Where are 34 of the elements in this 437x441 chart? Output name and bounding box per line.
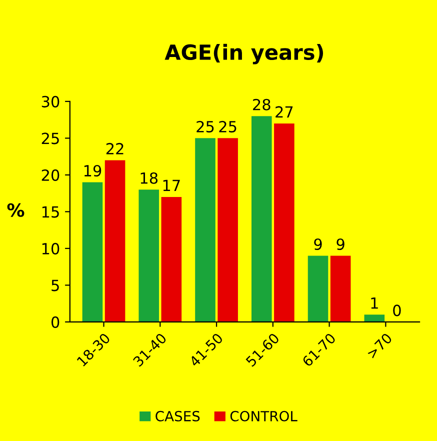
bar bbox=[104, 160, 126, 322]
y-tick-label: 20 bbox=[42, 169, 60, 181]
data-label: 18 bbox=[140, 172, 158, 184]
bar bbox=[161, 196, 182, 322]
y-tick-label: 5 bbox=[52, 280, 59, 292]
legend-label: CASES bbox=[156, 410, 200, 422]
y-tick-label: 10 bbox=[42, 242, 60, 254]
bar bbox=[218, 138, 238, 322]
y-axis-title: % bbox=[7, 203, 24, 217]
legend-label: CONTROL bbox=[230, 410, 298, 422]
bar bbox=[274, 123, 294, 322]
y-tick-label: 25 bbox=[42, 132, 59, 144]
bar bbox=[364, 314, 385, 322]
data-label: 25 bbox=[196, 120, 214, 132]
y-tick-label: 15 bbox=[42, 206, 59, 218]
data-label: 0 bbox=[393, 304, 401, 316]
bar bbox=[82, 182, 103, 322]
data-label: 1 bbox=[371, 297, 378, 309]
bar bbox=[330, 256, 351, 322]
bar bbox=[308, 256, 328, 322]
data-label: 19 bbox=[84, 164, 102, 177]
bar bbox=[138, 190, 160, 322]
chart-title: AGE(in years) bbox=[164, 44, 324, 64]
bar bbox=[251, 116, 272, 322]
y-tick-label: 30 bbox=[42, 96, 60, 108]
data-label: 25 bbox=[219, 120, 236, 132]
data-label: 17 bbox=[163, 180, 180, 192]
data-label: 9 bbox=[314, 238, 322, 250]
data-label: 9 bbox=[336, 238, 344, 250]
data-label: 28 bbox=[253, 98, 270, 110]
data-label: 22 bbox=[106, 142, 124, 154]
y-tick-label: 0 bbox=[51, 316, 60, 328]
data-label: 27 bbox=[276, 106, 293, 118]
bar bbox=[195, 138, 216, 322]
